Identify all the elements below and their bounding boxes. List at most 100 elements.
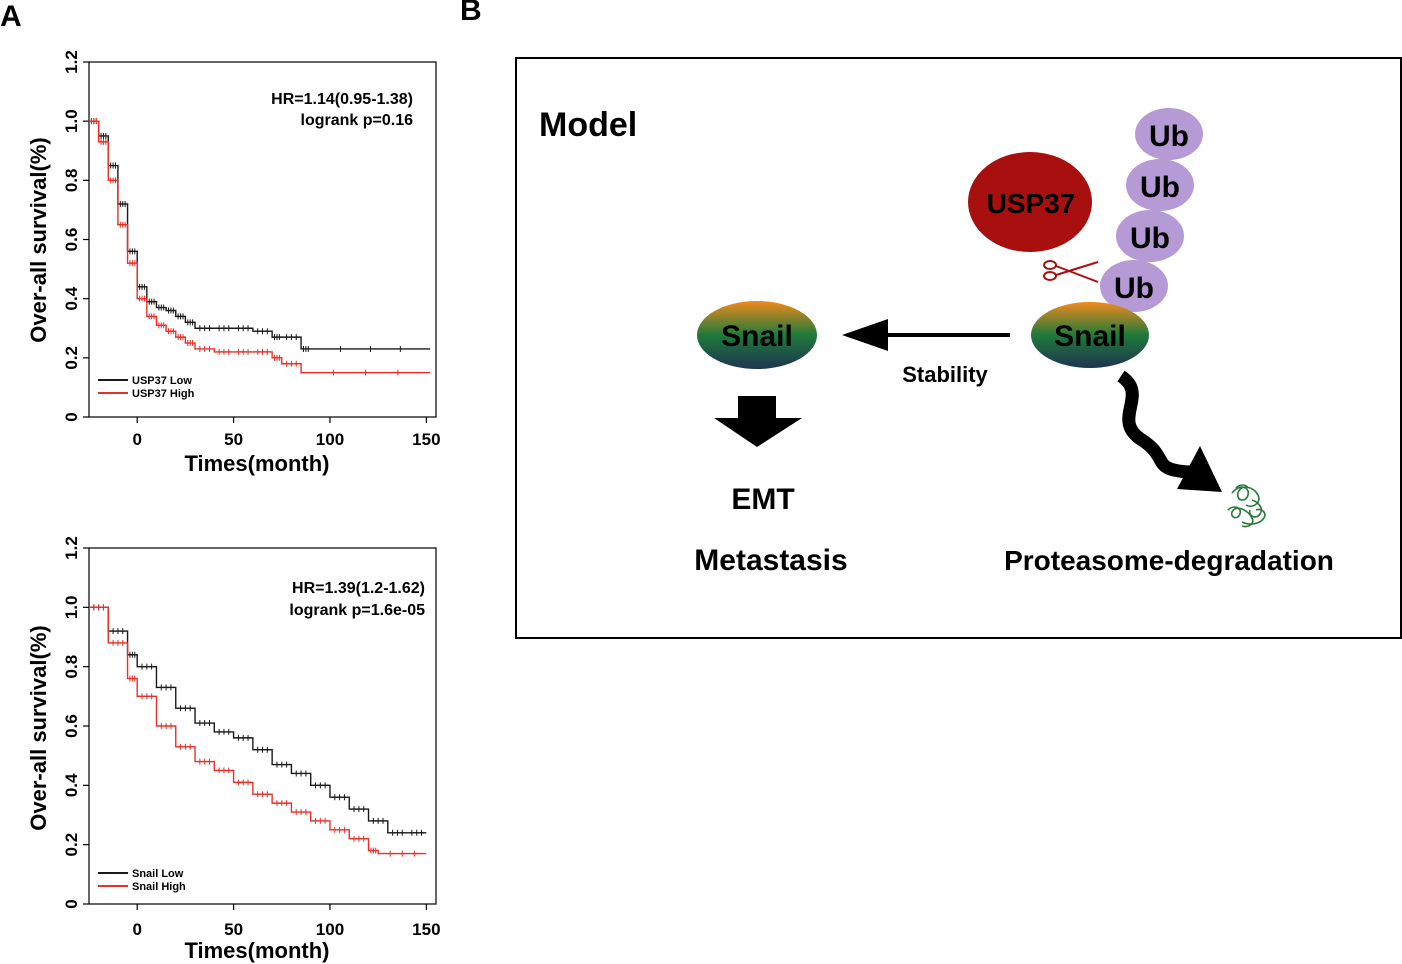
x-tick-label: 50 [224, 920, 243, 939]
x-tick-label: 50 [224, 430, 243, 449]
y-tick-label: 1.2 [62, 50, 81, 74]
censor-mark [341, 826, 348, 833]
ub-label-4: Ub [1114, 272, 1154, 305]
censor-mark [225, 325, 232, 332]
survival-curve-usp37-high [89, 120, 431, 374]
survival-curve-usp37-low [89, 120, 431, 350]
x-tick-label: 150 [412, 430, 440, 449]
survival-curve-snail-high [89, 606, 427, 855]
censor-mark [225, 728, 232, 735]
censor-mark [394, 369, 401, 376]
censor-mark [170, 328, 177, 335]
censor-mark [225, 348, 232, 355]
censor-mark [160, 304, 167, 311]
y-tick-label: 0.2 [62, 833, 81, 857]
censor-mark [206, 758, 213, 765]
km-plot-usp37: 0 0.2 0.4 0.6 0.8 1.0 1.2 0 50 100 150 USP37 LowUS… [26, 50, 441, 476]
censor-mark [264, 348, 271, 355]
censor-mark [360, 806, 367, 813]
panel-b-label: B [460, 0, 482, 27]
y-axis-label: Over-all survival(%) [26, 625, 51, 830]
degradation-label: Proteasome-degradation [1004, 545, 1334, 576]
panel-a-label: A [0, 0, 22, 33]
censor-mark [245, 325, 252, 332]
metastasis-label: Metastasis [694, 544, 847, 577]
censor-mark [302, 770, 309, 777]
censor-mark [245, 779, 252, 786]
censor-mark [362, 369, 369, 376]
stability-arrow [842, 319, 1010, 351]
censor-mark [189, 319, 196, 326]
censor-mark [276, 334, 283, 341]
snail-protein-stable [697, 301, 817, 369]
ubiquitin-3 [1116, 210, 1184, 262]
usp37-protein [968, 152, 1092, 252]
censor-mark [187, 743, 194, 750]
censor-mark [245, 734, 252, 741]
y-tick-label: 1.2 [62, 536, 81, 560]
censor-mark [102, 132, 109, 139]
degradation-arrow [1116, 370, 1222, 492]
legend-label: Snail High [132, 881, 186, 893]
censor-mark [112, 162, 119, 169]
hr-annotation: HR=1.14(0.95-1.38) [271, 91, 413, 108]
y-tick-label: 0 [62, 899, 81, 908]
censor-mark [276, 354, 283, 361]
y-tick-label: 0.6 [62, 714, 81, 738]
censor-mark [372, 847, 379, 854]
y-tick-label: 0.6 [62, 228, 81, 252]
censor-mark [245, 348, 252, 355]
censor-mark [341, 794, 348, 801]
y-tick-label: 0.4 [62, 286, 81, 310]
scissors-icon [1043, 260, 1099, 283]
y-tick-label: 0.8 [62, 169, 81, 193]
censor-mark [167, 723, 174, 729]
censor-mark [302, 809, 309, 816]
censor-mark [360, 835, 367, 842]
censor-mark [305, 345, 312, 352]
x-axis-label: Times(month) [184, 938, 329, 963]
ub-label-3: Ub [1130, 222, 1170, 255]
censor-mark [337, 345, 344, 352]
logrank-annotation: logrank p=0.16 [301, 112, 414, 129]
censor-mark [367, 345, 374, 352]
survival-curve-snail-low [89, 606, 427, 834]
censor-mark [387, 850, 394, 857]
x-tick-label: 0 [132, 920, 141, 939]
censor-mark [160, 322, 167, 329]
y-axis-label: Over-all survival(%) [26, 137, 51, 342]
censor-mark [264, 328, 271, 335]
censor-mark [102, 138, 109, 145]
censor-mark [179, 334, 186, 341]
censor-mark [206, 325, 213, 332]
snail-label-right: Snail [1054, 320, 1126, 353]
emt-label: EMT [731, 483, 794, 516]
censor-mark [167, 684, 174, 691]
censor-mark [189, 340, 196, 347]
ubiquitin-4 [1100, 260, 1168, 312]
censor-mark [131, 675, 138, 682]
censor-mark [322, 817, 329, 824]
censor-mark [264, 791, 271, 798]
censor-mark [206, 720, 213, 727]
legend-label: USP37 High [132, 388, 195, 400]
ubiquitin-2 [1126, 159, 1194, 211]
ub-label-2: Ub [1140, 171, 1180, 204]
censor-mark [293, 334, 300, 341]
censor-mark [131, 260, 138, 267]
x-tick-label: 150 [412, 920, 440, 939]
y-tick-label: 1.0 [62, 596, 81, 620]
legend-label: Snail Low [132, 868, 184, 880]
censor-mark [411, 850, 418, 857]
censor-mark [330, 369, 337, 376]
y-tick-label: 0.4 [62, 773, 81, 797]
y-tick-label: 0.8 [62, 655, 81, 679]
censor-mark [148, 693, 155, 700]
usp37-label: USP37 [987, 188, 1076, 219]
y-tick-label: 1.0 [62, 109, 81, 133]
model-diagram: Model USP37 Ub Ub Ub Ub Snail Snail [515, 57, 1402, 639]
legend-label: USP37 Low [132, 375, 192, 387]
censor-mark [122, 221, 129, 228]
